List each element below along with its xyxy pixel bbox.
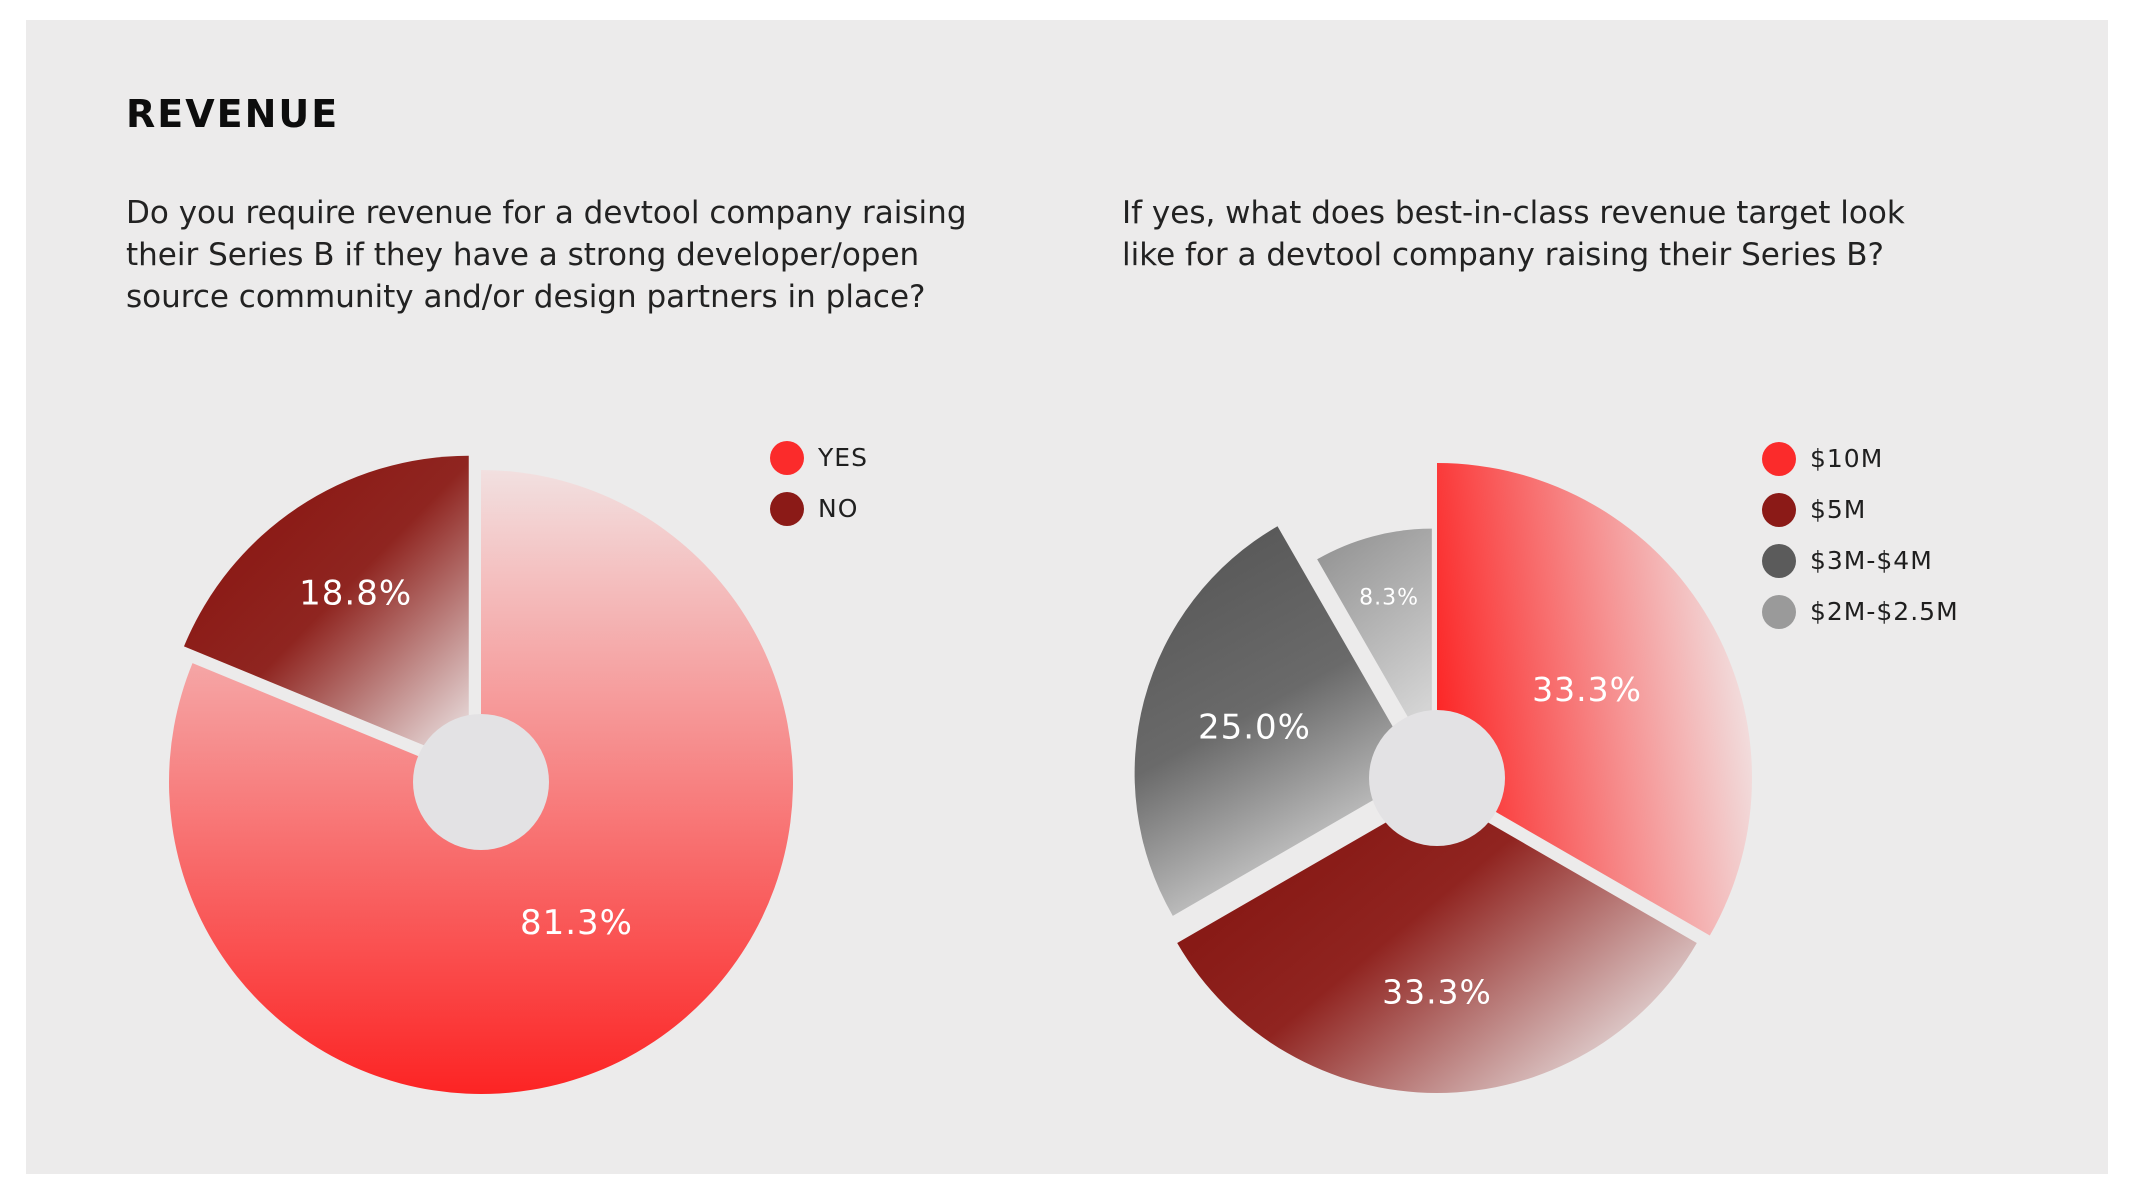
chart2-label-2m-2-5m: 8.3% [1359, 586, 1419, 611]
chart2-slice-10m [1437, 463, 1752, 936]
chart2-label-10m: 33.3% [1532, 670, 1642, 709]
chart1-center-hole [413, 714, 549, 850]
legend-swatch [1762, 492, 1796, 527]
legend-label: $2M-$2.5M [1810, 597, 1959, 626]
legend-swatch [1762, 594, 1796, 629]
chart1-label-yes: 81.3% [520, 903, 633, 943]
chart2-legend-item-5m: $5M [1762, 484, 1959, 535]
chart1-legend-item-yes: YES [770, 432, 868, 483]
chart2-label-5m: 33.3% [1382, 973, 1492, 1012]
legend-swatch [770, 491, 804, 526]
legend-label: $10M [1810, 444, 1884, 473]
chart2-legend: $10M $5M $3M-$4M $2M-$2.5M [1762, 433, 1959, 637]
legend-label: YES [818, 443, 868, 472]
chart2-center-hole [1369, 710, 1505, 846]
chart1-question: Do you require revenue for a devtool com… [126, 195, 967, 315]
chart1-legend: YES NO [770, 432, 868, 534]
chart2-slice-2m-2-5m [1317, 528, 1432, 759]
chart2-slice-5m [1177, 793, 1697, 1093]
legend-label: $5M [1810, 495, 1867, 524]
chart2-pie: 33.3% 33.3% 25.0% 8.3% [1134, 463, 1752, 1093]
chart2-legend-item-3m-4m: $3M-$4M [1762, 535, 1959, 586]
legend-swatch [1762, 543, 1796, 578]
chart1-slice-no [183, 455, 469, 764]
legend-label: $3M-$4M [1810, 546, 1933, 575]
chart1-label-no: 18.8% [299, 573, 412, 613]
chart2-question: If yes, what does best-in-class revenue … [1122, 195, 1905, 273]
chart2-legend-item-2m-2-5m: $2M-$2.5M [1762, 586, 1959, 637]
legend-label: NO [818, 494, 859, 523]
legend-swatch [770, 440, 804, 475]
chart2-slice-3m-4m [1134, 526, 1420, 916]
legend-swatch [1762, 441, 1796, 476]
chart1-legend-item-no: NO [770, 483, 868, 534]
chart2-legend-item-10m: $10M [1762, 433, 1959, 484]
chart2-label-3m-4m: 25.0% [1198, 707, 1311, 747]
section-title: REVENUE [126, 92, 340, 136]
chart1-pie: 81.3% 18.8% [169, 455, 793, 1094]
